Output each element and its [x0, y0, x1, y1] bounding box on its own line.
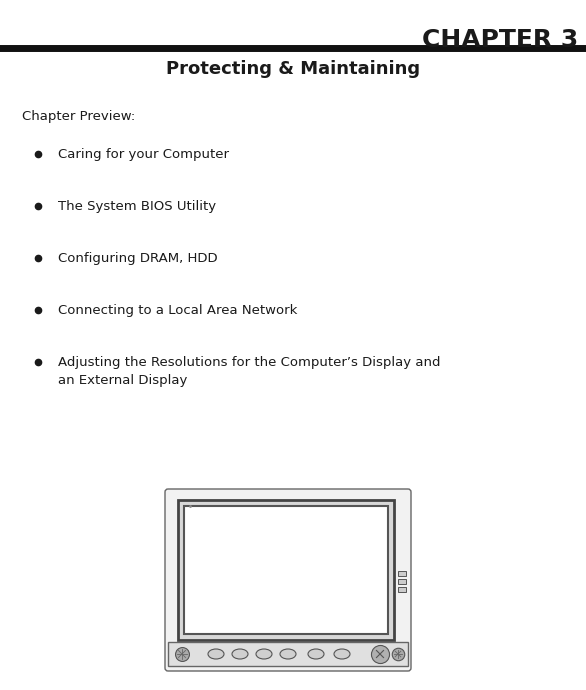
Text: Connecting to a Local Area Network: Connecting to a Local Area Network — [58, 304, 297, 317]
Ellipse shape — [208, 649, 224, 659]
Text: Chapter Preview:: Chapter Preview: — [22, 110, 135, 123]
Text: CHAPTER 3: CHAPTER 3 — [422, 28, 578, 52]
Text: Configuring DRAM, HDD: Configuring DRAM, HDD — [58, 252, 217, 265]
Bar — [398, 571, 406, 576]
Bar — [184, 506, 388, 634]
Ellipse shape — [232, 649, 248, 659]
Text: Caring for your Computer: Caring for your Computer — [58, 148, 229, 161]
Bar — [168, 642, 408, 666]
FancyBboxPatch shape — [165, 489, 411, 671]
Text: Adjusting the Resolutions for the Computer’s Display and
an External Display: Adjusting the Resolutions for the Comput… — [58, 356, 441, 387]
Text: The System BIOS Utility: The System BIOS Utility — [58, 200, 216, 213]
Ellipse shape — [256, 649, 272, 659]
Ellipse shape — [308, 649, 324, 659]
Bar — [178, 500, 394, 640]
Bar — [398, 579, 406, 584]
Ellipse shape — [280, 649, 296, 659]
Text: Protecting & Maintaining: Protecting & Maintaining — [166, 60, 420, 78]
Bar — [398, 587, 406, 592]
Ellipse shape — [334, 649, 350, 659]
